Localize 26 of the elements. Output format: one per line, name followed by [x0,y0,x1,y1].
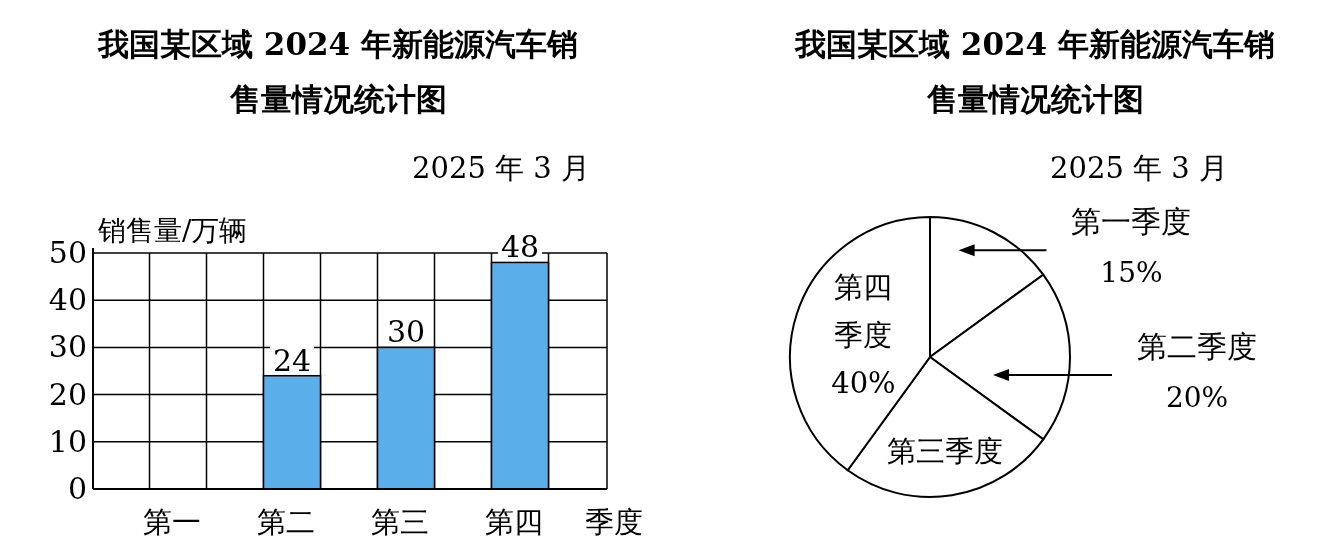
slice-label: 第一季度 [1071,204,1192,240]
slice-label: 第二季度 [1137,329,1257,364]
chart-subtitle: 2025 年 3 月 [412,151,590,185]
data-label: 30 [386,314,426,350]
x-tick-label: 第三 [371,505,429,539]
y-tick-label: 30 [48,329,87,365]
x-tick-label: 第四 [485,505,543,539]
data-label: 15% [1100,256,1163,290]
y-tick-label: 10 [48,423,87,459]
data-label: 48 [500,229,540,265]
x-tick-label: 第一 [143,505,201,539]
slice-label: 第四季度 [834,270,893,353]
y-tick-label: 50 [48,235,87,270]
data-label: 20% [1165,381,1229,414]
chart-title: 我国某区域 2024 年新能源汽车销售量情况统计图 [794,26,1275,117]
x-tick-label: 第二 [257,505,315,539]
slice-label: 第三季度 [886,434,1003,469]
y-tick-label: 20 [48,376,87,412]
y-tick-label: 0 [67,471,87,506]
y-axis-title: 销售量/万辆 [97,214,248,247]
chart-subtitle: 2025 年 3 月 [1050,151,1228,185]
y-tick-label: 40 [48,282,87,318]
data-label: 24 [272,342,312,378]
chart-title: 我国某区域 2024 年新能源汽车销售量情况统计图 [97,26,578,117]
x-axis-title: 季度 [585,505,643,539]
data-label: 40% [831,366,896,401]
